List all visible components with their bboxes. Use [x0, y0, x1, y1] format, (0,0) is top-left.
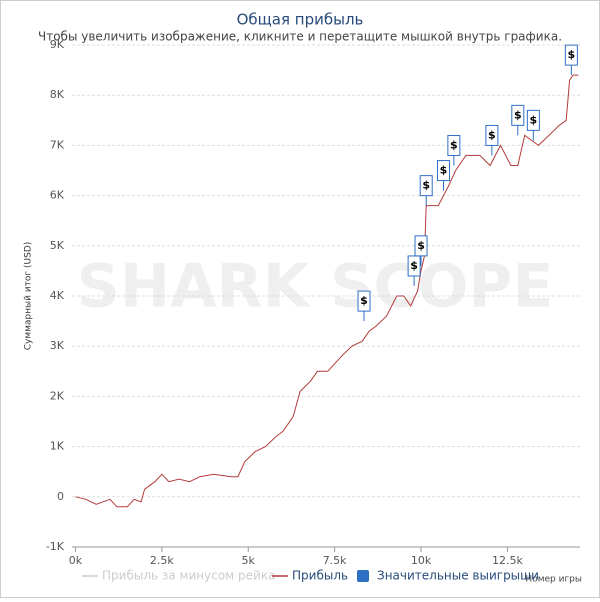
y-tick-label: 6K — [50, 189, 65, 202]
chart-title: Общая прибыль — [237, 11, 364, 29]
y-tick-label: 8K — [50, 88, 65, 101]
flag — [526, 109, 540, 131]
flag-label: $ — [417, 239, 425, 252]
y-tick-label: -1K — [46, 540, 65, 553]
flag-label: $ — [360, 294, 368, 307]
y-tick-label: 4K — [50, 289, 65, 302]
flag — [414, 235, 428, 257]
watermark: SHARK SCOPE — [77, 252, 554, 322]
flag-label: $ — [410, 259, 418, 272]
y-tick-label: 0 — [57, 490, 64, 503]
flag — [485, 124, 499, 146]
flag — [511, 104, 525, 126]
chart-subtitle: Чтобы увеличить изображение, кликните и … — [38, 30, 562, 44]
y-tick-label: 5K — [50, 239, 65, 252]
y-tick-label: 2K — [50, 389, 65, 402]
flag — [357, 290, 371, 312]
legend-symbol — [357, 570, 369, 582]
flag — [407, 255, 421, 277]
flag-label: $ — [488, 128, 496, 141]
flag-label: $ — [450, 138, 458, 151]
flag — [436, 160, 450, 182]
y-tick-label: 7K — [50, 138, 65, 151]
y-tick-label: 1K — [50, 440, 65, 453]
y-axis-title: Суммарный итог (USD) — [24, 242, 34, 351]
x-axis-title: Номер игры — [525, 575, 582, 585]
flag — [419, 175, 433, 197]
flag-label: $ — [514, 108, 522, 121]
legend-label: Прибыль за минусом рейка — [102, 569, 275, 583]
flag-label: $ — [440, 164, 448, 177]
x-tick-label: 0k — [69, 554, 83, 567]
y-tick-label: 3K — [50, 339, 65, 352]
flag — [447, 134, 461, 156]
x-tick-label: 10k — [411, 554, 432, 567]
profit-line — [75, 74, 579, 508]
flag-label: $ — [530, 113, 538, 126]
x-tick-label: 5k — [242, 554, 256, 567]
x-tick-label: 12.5k — [492, 554, 523, 567]
flag-label: $ — [422, 179, 430, 192]
flag — [564, 44, 578, 66]
flag-label: $ — [568, 48, 576, 61]
x-tick-label: 2.5k — [150, 554, 174, 567]
legend-label: Прибыль — [292, 569, 348, 583]
y-tick-label: 9K — [50, 38, 65, 51]
x-tick-label: 7.5k — [323, 554, 347, 567]
legend-label: Значительные выигрыши — [377, 569, 539, 583]
